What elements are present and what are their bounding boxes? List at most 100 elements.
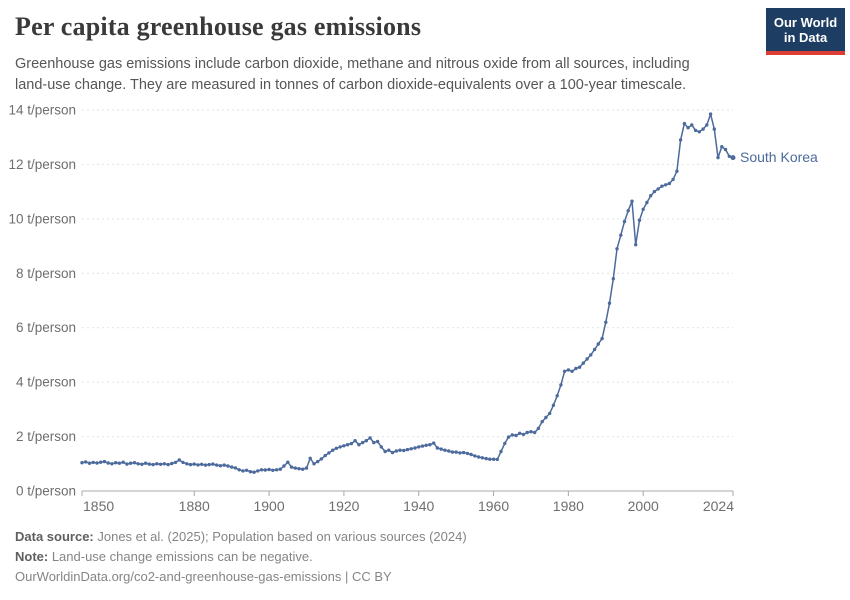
data-point-marker xyxy=(136,462,140,466)
source-url-link[interactable]: OurWorldinData.org/co2-and-greenhouse-ga… xyxy=(15,569,342,584)
data-point-marker xyxy=(645,200,649,205)
data-point-marker xyxy=(581,361,585,365)
data-point-marker xyxy=(514,433,518,438)
data-point-marker xyxy=(574,366,578,371)
data-point-marker xyxy=(562,369,567,373)
y-axis-tick-label: 14 t/person xyxy=(8,103,76,118)
data-point-marker xyxy=(708,112,713,116)
data-point-marker xyxy=(667,181,672,186)
data-point-marker xyxy=(465,451,470,456)
data-point-marker xyxy=(649,194,653,198)
cc-by-link[interactable]: | CC BY xyxy=(341,569,392,584)
data-point-marker xyxy=(166,462,170,467)
data-point-marker xyxy=(357,443,361,447)
data-point-marker xyxy=(259,468,264,472)
data-point-marker xyxy=(170,461,174,466)
data-point-marker xyxy=(293,466,297,470)
data-point-marker xyxy=(147,462,151,466)
y-axis-tick-label: 2 t/person xyxy=(16,429,76,444)
data-point-marker xyxy=(80,461,84,465)
page-title: Per capita greenhouse gas emissions xyxy=(15,12,422,41)
data-point-marker xyxy=(177,458,181,462)
data-point-marker xyxy=(447,449,451,453)
data-point-marker xyxy=(233,466,238,470)
data-point-marker xyxy=(652,189,657,194)
data-point-marker xyxy=(252,470,256,474)
x-axis-tick-label: 1940 xyxy=(403,498,434,514)
data-point-marker xyxy=(551,403,556,407)
data-point-marker xyxy=(469,452,473,457)
data-point-marker xyxy=(248,470,253,474)
data-point-marker xyxy=(607,301,612,305)
owid-logo-line1: Our World xyxy=(773,14,838,30)
data-point-marker xyxy=(600,336,604,341)
data-point-marker xyxy=(529,430,533,434)
data-point-marker xyxy=(222,463,226,467)
data-point-marker xyxy=(162,462,166,466)
data-point-marker xyxy=(491,457,496,461)
data-point-marker xyxy=(611,277,615,281)
data-point-marker xyxy=(723,147,728,152)
data-point-marker xyxy=(211,462,215,466)
data-point-marker xyxy=(712,127,716,131)
data-point-marker xyxy=(256,469,260,473)
data-source-text: Jones et al. (2025); Population based on… xyxy=(93,529,467,544)
data-point-marker xyxy=(218,464,223,468)
data-point-marker xyxy=(716,155,720,160)
data-point-marker xyxy=(151,462,155,467)
data-point-marker xyxy=(203,463,208,467)
data-point-marker xyxy=(140,462,144,466)
data-point-marker xyxy=(207,462,211,467)
data-point-marker xyxy=(267,467,271,472)
entity-label-south-korea[interactable]: South Korea xyxy=(740,149,818,165)
data-point-marker xyxy=(521,432,526,437)
data-point-marker xyxy=(701,127,705,131)
data-point-marker xyxy=(634,243,638,247)
data-point-marker xyxy=(282,464,286,468)
data-point-marker xyxy=(394,449,398,453)
data-point-marker xyxy=(417,445,421,449)
data-point-marker xyxy=(506,435,511,439)
data-point-marker xyxy=(372,440,376,445)
data-point-marker xyxy=(181,460,185,465)
chart-footer: Data source: Jones et al. (2025); Popula… xyxy=(15,527,467,587)
data-point-marker xyxy=(439,447,443,451)
south-korea-line[interactable] xyxy=(81,113,734,473)
data-point-marker xyxy=(188,462,193,467)
data-point-marker xyxy=(409,447,413,451)
data-point-marker xyxy=(630,199,634,203)
data-point-marker xyxy=(432,441,436,445)
data-point-marker xyxy=(596,342,600,346)
y-axis-tick-label: 4 t/person xyxy=(16,375,76,390)
data-point-marker xyxy=(379,445,383,449)
data-point-marker xyxy=(106,461,110,465)
data-point-marker xyxy=(278,467,282,471)
data-point-marker xyxy=(660,184,664,188)
data-point-marker xyxy=(308,456,312,460)
data-point-marker xyxy=(128,461,133,465)
data-point-marker xyxy=(215,463,219,467)
data-point-marker xyxy=(192,462,196,466)
owid-logo-line2: in Data xyxy=(783,29,828,45)
data-point-marker xyxy=(548,411,552,416)
owid-logo[interactable]: Our World in Data xyxy=(766,8,845,55)
data-point-marker xyxy=(87,461,92,465)
x-axis-tick-label: 1920 xyxy=(328,498,359,514)
data-point-marker xyxy=(297,467,301,471)
data-point-marker xyxy=(383,449,387,454)
data-point-marker xyxy=(461,450,466,455)
data-point-marker xyxy=(480,456,484,460)
data-point-marker xyxy=(540,419,544,424)
data-point-marker xyxy=(196,463,200,467)
data-point-marker xyxy=(488,457,492,461)
data-point-marker xyxy=(622,219,627,224)
data-point-marker xyxy=(312,462,316,466)
data-point-marker xyxy=(495,457,499,462)
y-axis-tick-label: 6 t/person xyxy=(16,320,76,335)
data-point-marker xyxy=(555,394,559,398)
data-point-marker xyxy=(155,462,159,466)
license-line: OurWorldinData.org/co2-and-greenhouse-ga… xyxy=(15,567,467,587)
data-point-marker xyxy=(327,451,331,455)
